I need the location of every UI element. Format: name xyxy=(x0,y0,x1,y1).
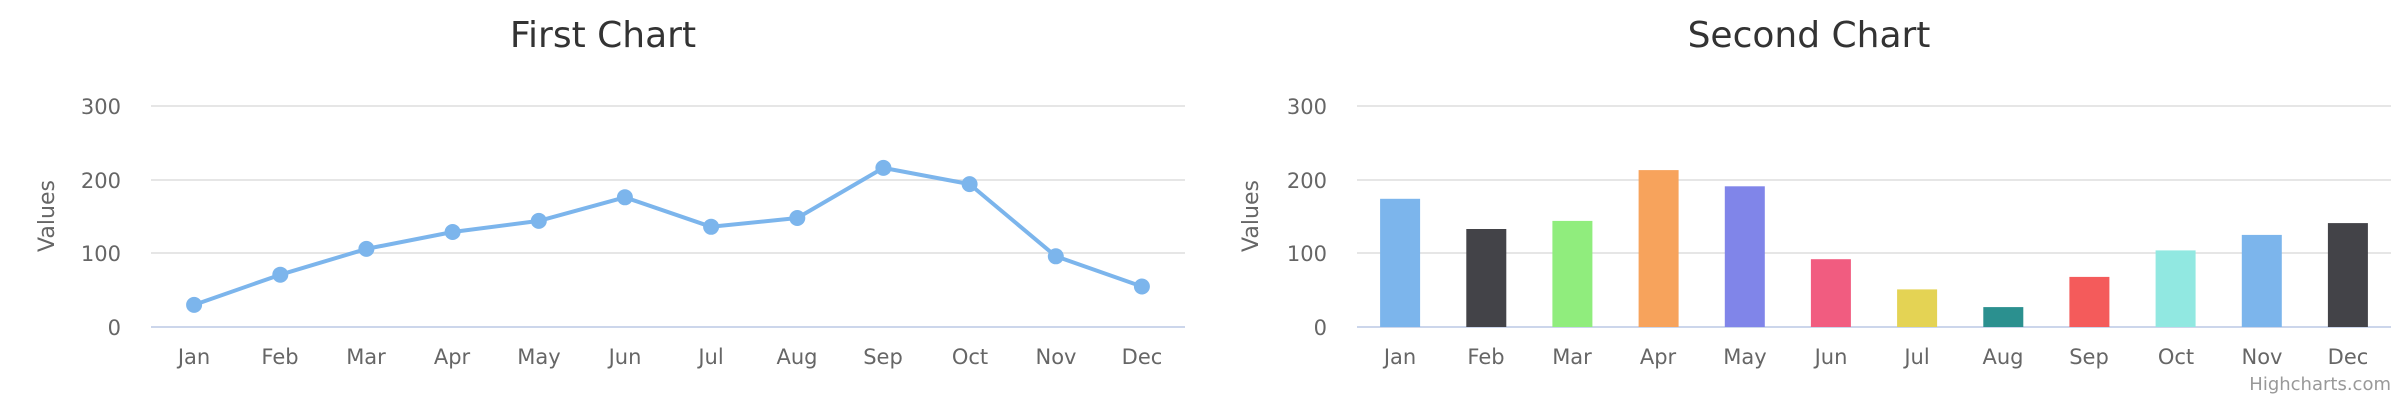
x-tick-label: Sep xyxy=(2069,345,2109,369)
y-tick-labels: 300 200 100 0 xyxy=(81,95,121,340)
data-point[interactable] xyxy=(875,159,892,176)
y-tick-label: 200 xyxy=(81,169,121,193)
x-tick-label: Aug xyxy=(1982,345,2023,369)
x-tick-label: Apr xyxy=(1640,345,1677,369)
chart-title: Second Chart xyxy=(1688,15,1931,56)
x-tick-label: Nov xyxy=(1036,345,1077,369)
bar[interactable] xyxy=(1810,259,1851,327)
x-tick-label: Jun xyxy=(607,345,642,369)
y-tick-labels: 300 200 100 0 xyxy=(1287,95,1327,340)
x-tick-label: Dec xyxy=(1122,345,1163,369)
x-tick-label: Feb xyxy=(1467,345,1504,369)
x-tick-label: Mar xyxy=(1552,345,1592,369)
bar-series xyxy=(1380,170,2368,327)
y-grid xyxy=(151,105,1185,254)
bar[interactable] xyxy=(1724,186,1765,327)
bar[interactable] xyxy=(1638,170,1679,327)
x-tick-label: Apr xyxy=(434,345,471,369)
bar[interactable] xyxy=(1380,198,1421,327)
line-series xyxy=(186,159,1150,313)
x-tick-label: Sep xyxy=(863,345,903,369)
y-grid xyxy=(1357,105,2391,254)
bar[interactable] xyxy=(1466,229,1507,327)
x-tick-label: Jan xyxy=(176,345,210,369)
data-point[interactable] xyxy=(1047,248,1064,265)
x-tick-label: May xyxy=(517,345,560,369)
series-line xyxy=(192,165,1144,307)
x-tick-labels: Jan Feb Mar Apr May Jun Jul Aug Sep Oct … xyxy=(1382,345,2369,369)
x-tick-labels: Jan Feb Mar Apr May Jun Jul Aug Sep Oct … xyxy=(176,345,1163,369)
y-tick-label: 100 xyxy=(81,242,121,266)
y-axis-title: Values xyxy=(1239,180,1264,252)
x-tick-label: Nov xyxy=(2242,345,2283,369)
x-tick-label: Mar xyxy=(346,345,386,369)
bar[interactable] xyxy=(2069,276,2110,327)
first-chart: First Chart Values 300 200 100 0 Jan Feb… xyxy=(35,15,1185,369)
x-tick-label: Jan xyxy=(1382,345,1416,369)
data-point[interactable] xyxy=(616,189,633,206)
x-tick-label: Aug xyxy=(776,345,817,369)
x-tick-label: Jul xyxy=(696,345,723,369)
data-point[interactable] xyxy=(789,210,806,226)
x-tick-label: Dec xyxy=(2328,345,2369,369)
y-tick-label: 0 xyxy=(108,316,121,340)
y-axis-title: Values xyxy=(35,180,60,252)
chart-title: First Chart xyxy=(510,15,696,56)
data-point[interactable] xyxy=(1133,278,1150,295)
bar[interactable] xyxy=(2327,223,2368,327)
data-point[interactable] xyxy=(444,224,461,240)
x-tick-label: Jul xyxy=(1902,345,1929,369)
bar[interactable] xyxy=(1897,289,1938,327)
second-chart: Second Chart Values 300 200 100 0 Jan Fe… xyxy=(1239,15,2391,369)
data-point[interactable] xyxy=(272,266,289,283)
y-tick-label: 200 xyxy=(1287,169,1327,193)
bar[interactable] xyxy=(2155,250,2196,327)
bar[interactable] xyxy=(1983,307,2024,327)
data-point[interactable] xyxy=(530,212,547,229)
y-tick-label: 100 xyxy=(1287,242,1327,266)
x-tick-label: Jun xyxy=(1813,345,1848,369)
data-point[interactable] xyxy=(186,296,203,313)
x-tick-label: May xyxy=(1723,345,1766,369)
data-point[interactable] xyxy=(703,218,720,235)
x-tick-label: Oct xyxy=(2158,345,2194,369)
bar[interactable] xyxy=(1552,220,1593,327)
bar[interactable] xyxy=(2241,234,2282,327)
y-tick-label: 0 xyxy=(1314,316,1327,340)
credits-link[interactable]: Highcharts.com xyxy=(2249,374,2391,395)
y-tick-label: 300 xyxy=(1287,95,1327,119)
y-tick-label: 300 xyxy=(81,95,121,119)
x-tick-label: Oct xyxy=(952,345,988,369)
data-point[interactable] xyxy=(961,176,978,193)
x-tick-label: Feb xyxy=(261,345,298,369)
data-point[interactable] xyxy=(358,240,375,257)
